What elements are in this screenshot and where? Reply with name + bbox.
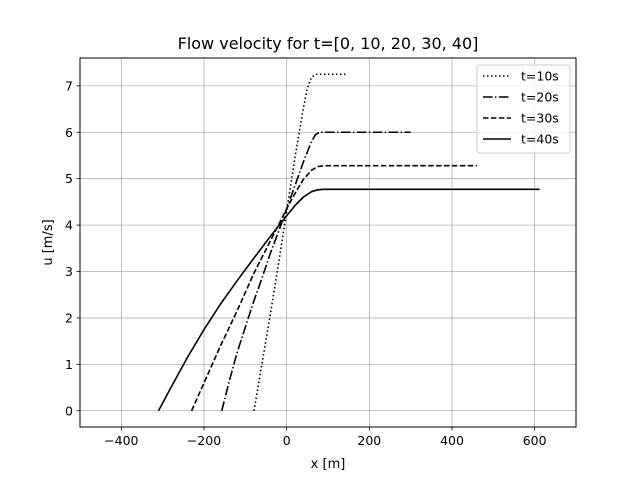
- chart-title: Flow velocity for t=[0, 10, 20, 30, 40]: [178, 34, 479, 53]
- x-axis-label: x [m]: [311, 457, 346, 472]
- x-tick-label: 600: [523, 433, 547, 448]
- legend-label: t=30s: [521, 111, 559, 126]
- series-line-t-10s: [253, 73, 346, 411]
- legend-label: t=40s: [521, 132, 559, 147]
- axis-ticks: −400 −200 0 200 400 600 0 1 2 3 4 5 6 7: [65, 78, 547, 448]
- x-tick-label: 0: [283, 433, 291, 448]
- y-tick-label: 3: [65, 264, 73, 279]
- y-tick-label: 1: [65, 357, 73, 372]
- legend-label: t=10s: [521, 69, 559, 84]
- y-axis-label: u [m/s]: [41, 219, 56, 265]
- series-lines: [157, 73, 540, 412]
- legend-box: [476, 64, 571, 154]
- x-tick-label: −200: [187, 433, 221, 448]
- x-tick-label: 400: [440, 433, 464, 448]
- legend: t=10s t=20s t=30s t=40s: [476, 64, 571, 154]
- y-tick-label: 2: [65, 310, 73, 325]
- y-tick-label: 4: [65, 218, 73, 233]
- series-line-t-40s: [157, 188, 540, 412]
- x-tick-label: −400: [104, 433, 138, 448]
- series-line-t-20s: [220, 131, 411, 411]
- y-tick-label: 6: [65, 125, 73, 140]
- series-line-t-30s: [190, 164, 477, 412]
- y-tick-label: 5: [65, 171, 73, 186]
- plot-frame: [79, 57, 577, 428]
- x-tick-label: 200: [357, 433, 381, 448]
- y-tick-label: 7: [65, 78, 73, 93]
- y-tick-label: 0: [65, 403, 73, 418]
- legend-label: t=20s: [521, 90, 559, 105]
